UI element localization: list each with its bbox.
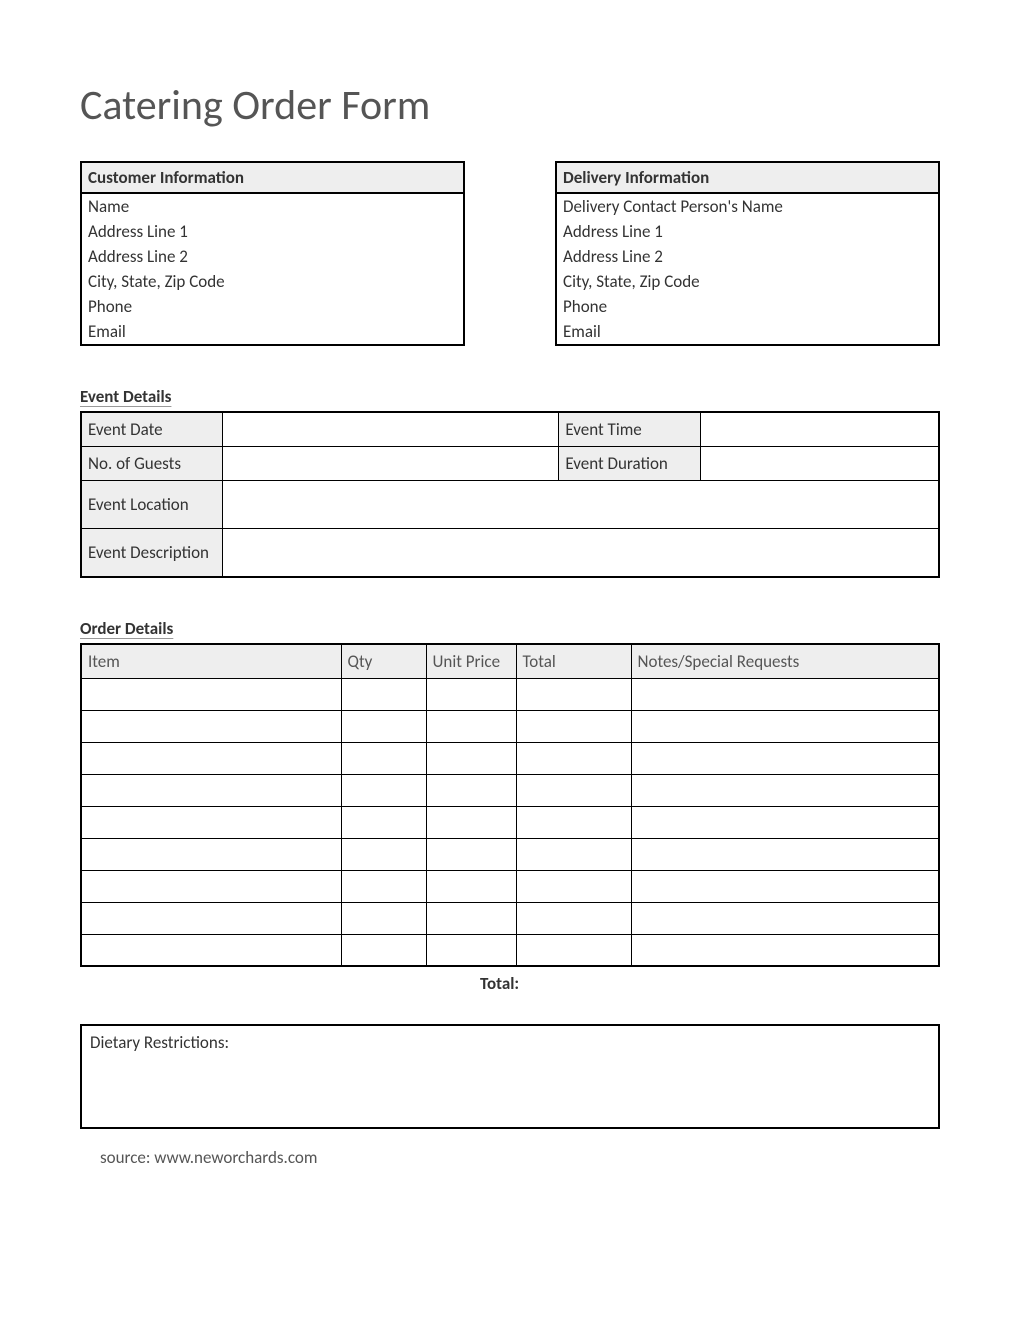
- order-cell[interactable]: [631, 710, 939, 742]
- customer-field: Email: [82, 319, 463, 344]
- duration-value[interactable]: [700, 447, 939, 481]
- order-cell[interactable]: [426, 806, 516, 838]
- order-details-table: Item Qty Unit Price Total Notes/Special …: [80, 643, 940, 968]
- event-time-value[interactable]: [700, 412, 939, 447]
- order-cell[interactable]: [426, 774, 516, 806]
- delivery-field: Delivery Contact Person's Name: [557, 194, 938, 219]
- order-cell[interactable]: [341, 806, 426, 838]
- order-cell[interactable]: [426, 710, 516, 742]
- delivery-field: Email: [557, 319, 938, 344]
- order-row: [81, 806, 939, 838]
- order-cell[interactable]: [341, 742, 426, 774]
- order-cell[interactable]: [426, 870, 516, 902]
- order-cell[interactable]: [341, 902, 426, 934]
- location-value[interactable]: [222, 481, 939, 529]
- order-cell[interactable]: [516, 838, 631, 870]
- order-row: [81, 742, 939, 774]
- order-cell[interactable]: [516, 934, 631, 966]
- location-label: Event Location: [81, 481, 222, 529]
- info-columns: Customer Information Name Address Line 1…: [80, 161, 940, 346]
- description-label: Event Description: [81, 529, 222, 577]
- order-cell[interactable]: [631, 838, 939, 870]
- order-col-notes: Notes/Special Requests: [631, 644, 939, 679]
- duration-label: Event Duration: [559, 447, 700, 481]
- order-col-qty: Qty: [341, 644, 426, 679]
- order-cell[interactable]: [341, 934, 426, 966]
- order-cell[interactable]: [631, 902, 939, 934]
- order-cell[interactable]: [426, 838, 516, 870]
- order-cell[interactable]: [426, 902, 516, 934]
- order-cell[interactable]: [516, 870, 631, 902]
- order-cell[interactable]: [81, 870, 341, 902]
- order-cell[interactable]: [426, 934, 516, 966]
- order-row: [81, 774, 939, 806]
- delivery-info-box: Delivery Information Delivery Contact Pe…: [555, 161, 940, 346]
- order-cell[interactable]: [631, 774, 939, 806]
- order-cell[interactable]: [341, 710, 426, 742]
- delivery-field: Address Line 1: [557, 219, 938, 244]
- order-cell[interactable]: [81, 742, 341, 774]
- order-row: [81, 678, 939, 710]
- delivery-field: City, State, Zip Code: [557, 269, 938, 294]
- event-time-label: Event Time: [559, 412, 700, 447]
- event-details-table: Event Date Event Time No. of Guests Even…: [80, 411, 940, 578]
- event-date-label: Event Date: [81, 412, 222, 447]
- order-col-item: Item: [81, 644, 341, 679]
- order-row: [81, 838, 939, 870]
- customer-info-box: Customer Information Name Address Line 1…: [80, 161, 465, 346]
- event-date-value[interactable]: [222, 412, 559, 447]
- order-row: [81, 902, 939, 934]
- order-cell[interactable]: [516, 902, 631, 934]
- customer-field: Address Line 1: [82, 219, 463, 244]
- order-cell[interactable]: [341, 870, 426, 902]
- page-title: Catering Order Form: [80, 80, 940, 131]
- order-cell[interactable]: [631, 934, 939, 966]
- customer-info-header: Customer Information: [82, 163, 463, 194]
- order-cell[interactable]: [631, 806, 939, 838]
- order-cell[interactable]: [81, 838, 341, 870]
- customer-field: City, State, Zip Code: [82, 269, 463, 294]
- customer-field: Address Line 2: [82, 244, 463, 269]
- order-details-title: Order Details: [80, 618, 940, 639]
- order-row: [81, 870, 939, 902]
- order-cell[interactable]: [426, 678, 516, 710]
- dietary-label: Dietary Restrictions:: [90, 1032, 229, 1053]
- delivery-field: Address Line 2: [557, 244, 938, 269]
- order-cell[interactable]: [426, 742, 516, 774]
- order-cell[interactable]: [631, 742, 939, 774]
- order-cell[interactable]: [81, 934, 341, 966]
- order-row: [81, 710, 939, 742]
- order-cell[interactable]: [81, 710, 341, 742]
- order-cell[interactable]: [341, 678, 426, 710]
- total-label: Total:: [80, 973, 940, 994]
- order-cell[interactable]: [81, 902, 341, 934]
- order-cell[interactable]: [81, 774, 341, 806]
- delivery-field: Phone: [557, 294, 938, 319]
- order-cell[interactable]: [631, 870, 939, 902]
- delivery-info-header: Delivery Information: [557, 163, 938, 194]
- order-cell[interactable]: [81, 806, 341, 838]
- order-cell[interactable]: [516, 742, 631, 774]
- order-cell[interactable]: [516, 806, 631, 838]
- guests-label: No. of Guests: [81, 447, 222, 481]
- customer-field: Name: [82, 194, 463, 219]
- order-cell[interactable]: [516, 678, 631, 710]
- dietary-restrictions-box[interactable]: Dietary Restrictions:: [80, 1024, 940, 1129]
- order-row: [81, 934, 939, 966]
- customer-field: Phone: [82, 294, 463, 319]
- source-text: source: www.neworchards.com: [80, 1147, 940, 1168]
- guests-value[interactable]: [222, 447, 559, 481]
- order-cell[interactable]: [341, 774, 426, 806]
- order-col-price: Unit Price: [426, 644, 516, 679]
- order-cell[interactable]: [631, 678, 939, 710]
- order-col-total: Total: [516, 644, 631, 679]
- order-cell[interactable]: [516, 774, 631, 806]
- event-details-title: Event Details: [80, 386, 940, 407]
- order-cell[interactable]: [516, 710, 631, 742]
- order-cell[interactable]: [341, 838, 426, 870]
- description-value[interactable]: [222, 529, 939, 577]
- order-cell[interactable]: [81, 678, 341, 710]
